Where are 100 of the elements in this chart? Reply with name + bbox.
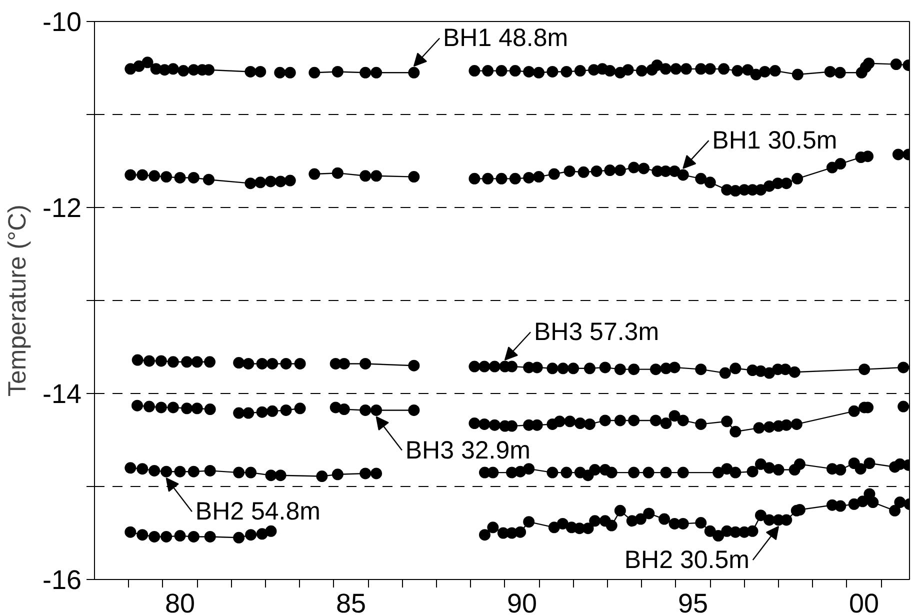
y-tick-label: -10 (42, 7, 82, 37)
y-tick-label: -12 (42, 193, 82, 223)
point (889, 504, 901, 516)
point (650, 364, 662, 376)
x-tick-label: 80 (164, 588, 196, 615)
point (651, 59, 663, 71)
point (124, 169, 136, 181)
point (564, 165, 576, 177)
point (487, 522, 499, 534)
point (167, 402, 179, 414)
point (148, 170, 160, 182)
point (167, 63, 179, 75)
point (668, 362, 680, 374)
point (188, 530, 200, 542)
point (638, 162, 650, 174)
point (468, 360, 480, 372)
point (332, 468, 344, 480)
point (478, 360, 490, 372)
point (256, 406, 268, 418)
point (604, 164, 616, 176)
point (360, 358, 372, 370)
point (557, 362, 569, 374)
annotation: BH3 32.9m (405, 436, 530, 464)
point (560, 466, 572, 478)
point (677, 466, 689, 478)
point (560, 66, 572, 78)
point (265, 470, 277, 482)
point (155, 355, 167, 367)
point (523, 66, 535, 78)
point (360, 468, 372, 480)
point (191, 356, 203, 368)
point (488, 360, 500, 372)
y-tick-label: -16 (42, 565, 82, 595)
point (124, 526, 136, 538)
x-tick-label: 85 (336, 588, 366, 615)
point (266, 405, 278, 417)
point (523, 463, 535, 475)
point (204, 356, 216, 368)
point (564, 416, 576, 428)
point (721, 463, 733, 475)
point (668, 410, 680, 422)
point (264, 176, 276, 188)
annotation: BH1 48.8m (443, 24, 568, 52)
point (764, 462, 776, 474)
point (332, 167, 344, 179)
point (181, 356, 193, 368)
point (496, 172, 508, 184)
point (730, 466, 742, 478)
point (478, 418, 490, 430)
point (892, 148, 904, 160)
point (284, 66, 296, 78)
point (155, 402, 167, 414)
point (204, 530, 216, 542)
point (245, 466, 257, 478)
point (244, 66, 256, 78)
point (332, 66, 344, 78)
point (742, 64, 754, 76)
point (746, 525, 758, 537)
point (642, 466, 654, 478)
point (143, 400, 155, 412)
point (496, 65, 508, 77)
point (188, 466, 200, 478)
point (769, 65, 781, 77)
point (660, 63, 672, 75)
point (160, 171, 172, 183)
point (136, 463, 148, 475)
point (719, 367, 731, 379)
point (794, 458, 806, 470)
point (643, 508, 655, 520)
point (614, 504, 626, 516)
point (143, 355, 155, 367)
point (482, 65, 494, 77)
point (233, 466, 245, 478)
point (730, 362, 742, 374)
point (764, 421, 776, 433)
point (509, 65, 521, 77)
point (834, 464, 846, 476)
point (136, 169, 148, 181)
point (670, 63, 682, 75)
point (898, 362, 910, 374)
point (634, 513, 646, 525)
point (628, 364, 640, 376)
point (338, 358, 350, 370)
point (191, 402, 203, 414)
point (148, 530, 160, 542)
point (668, 165, 680, 177)
point (514, 526, 526, 538)
point (764, 367, 776, 379)
point (695, 364, 707, 376)
point (233, 532, 245, 544)
point (695, 63, 707, 75)
y-tick-label: -14 (42, 379, 82, 409)
point (523, 516, 535, 528)
point (265, 525, 277, 537)
point (898, 400, 910, 412)
point (792, 172, 804, 184)
point (604, 65, 616, 77)
point (294, 358, 306, 370)
point (370, 66, 382, 78)
point (308, 66, 320, 78)
